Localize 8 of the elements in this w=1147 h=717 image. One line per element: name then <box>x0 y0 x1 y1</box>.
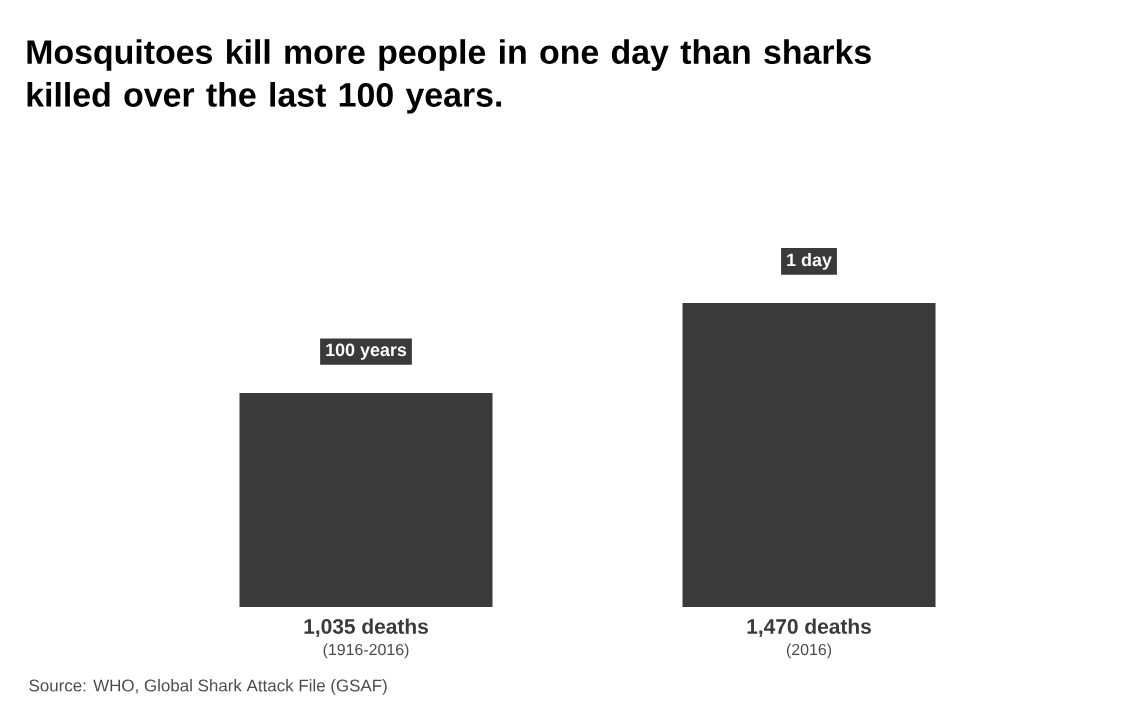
source-note: Source: WHO, Global Shark Attack File (GSAF) <box>29 679 387 695</box>
annotation: 1 day <box>787 253 832 270</box>
data-label: 1,470 deaths <box>747 618 871 637</box>
data-label: 1,035 deaths <box>304 618 428 637</box>
chart-title: Mosquitoes kill more people in one day than sharks killed over the last 100 years. <box>27 39 871 114</box>
annotation: 100 years <box>326 343 407 360</box>
x-tick-label: (1916-2016) <box>323 643 409 659</box>
x-tick-label: (2016) <box>786 643 832 659</box>
